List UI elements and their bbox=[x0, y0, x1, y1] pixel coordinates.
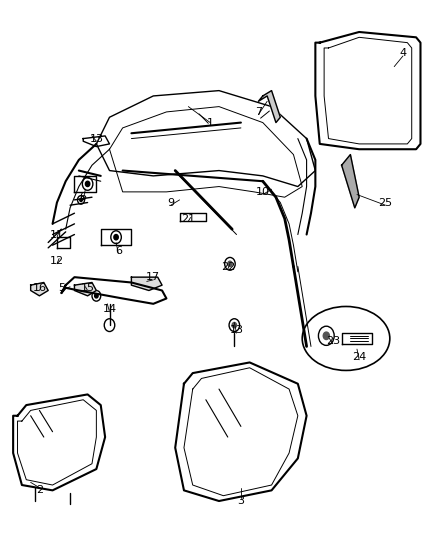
Text: 4: 4 bbox=[399, 49, 406, 58]
Polygon shape bbox=[131, 277, 162, 290]
Circle shape bbox=[114, 235, 118, 240]
Text: 14: 14 bbox=[102, 304, 117, 314]
Polygon shape bbox=[74, 282, 96, 296]
Polygon shape bbox=[342, 155, 359, 208]
Text: 11: 11 bbox=[50, 230, 64, 239]
Circle shape bbox=[80, 198, 82, 201]
Text: 21: 21 bbox=[181, 214, 195, 223]
Text: 5: 5 bbox=[58, 283, 65, 293]
Text: 2: 2 bbox=[36, 486, 43, 495]
Text: 1: 1 bbox=[207, 118, 214, 127]
Text: 13: 13 bbox=[89, 134, 103, 143]
Text: 10: 10 bbox=[256, 187, 270, 197]
Text: 7: 7 bbox=[255, 107, 262, 117]
Polygon shape bbox=[31, 282, 48, 296]
Text: 12: 12 bbox=[50, 256, 64, 266]
Text: 6: 6 bbox=[80, 192, 87, 202]
Text: 22: 22 bbox=[221, 262, 235, 271]
Circle shape bbox=[323, 332, 329, 340]
Text: 17: 17 bbox=[146, 272, 160, 282]
Text: 25: 25 bbox=[378, 198, 392, 207]
Circle shape bbox=[228, 261, 232, 266]
Text: 3: 3 bbox=[237, 496, 244, 506]
Text: 6: 6 bbox=[115, 246, 122, 255]
Text: 24: 24 bbox=[352, 352, 366, 362]
Circle shape bbox=[232, 322, 237, 328]
Circle shape bbox=[95, 294, 98, 298]
Text: 15: 15 bbox=[81, 283, 95, 293]
Polygon shape bbox=[258, 91, 280, 123]
Circle shape bbox=[85, 181, 90, 187]
Text: 23: 23 bbox=[326, 336, 340, 346]
Text: 16: 16 bbox=[32, 283, 46, 293]
Text: 9: 9 bbox=[167, 198, 174, 207]
Text: 13: 13 bbox=[230, 326, 244, 335]
